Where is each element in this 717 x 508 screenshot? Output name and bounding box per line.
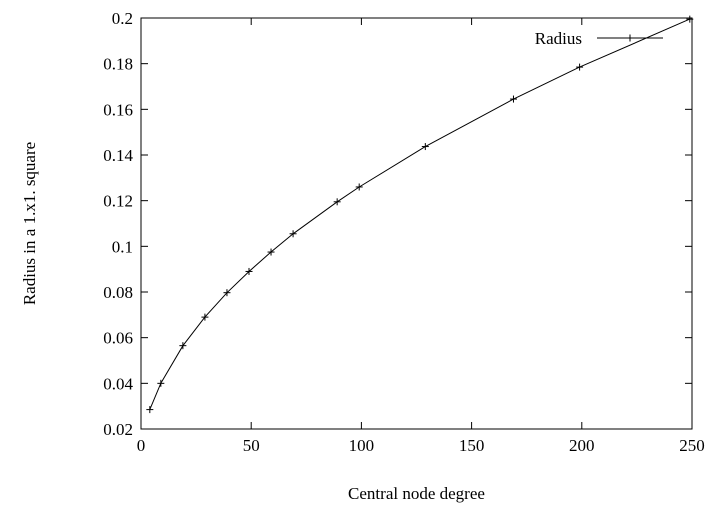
y-axis-title: Radius in a 1.x1. square — [20, 142, 39, 305]
y-tick-label: 0.06 — [103, 329, 133, 348]
data-point — [201, 313, 209, 321]
x-axis-title: Central node degree — [348, 484, 485, 503]
x-tick-label: 150 — [459, 436, 485, 455]
data-point — [333, 198, 341, 206]
y-tick-label: 0.2 — [112, 9, 133, 28]
plot-frame — [140, 17, 693, 430]
x-tick-label: 250 — [679, 436, 705, 455]
data-point — [267, 248, 275, 256]
y-tick-label: 0.14 — [103, 146, 133, 165]
y-tick-label: 0.16 — [103, 100, 133, 119]
y-tick-label: 0.18 — [103, 55, 133, 74]
data-point — [355, 183, 363, 191]
data-point — [179, 342, 187, 350]
tick-layer: 0 50 100 150 200 250 0.02 0.04 0.06 0.08 0.1 0.12 0.… — [103, 9, 705, 455]
series-line-radius — [149, 18, 690, 410]
x-tick-label: 200 — [569, 436, 595, 455]
x-tick-label: 100 — [349, 436, 375, 455]
series-layer — [146, 15, 694, 414]
data-point — [223, 289, 231, 297]
x-tick-label: 0 — [137, 436, 146, 455]
y-tick-label: 0.08 — [103, 283, 133, 302]
data-point — [289, 230, 297, 238]
y-tick-label: 0.12 — [103, 192, 133, 211]
data-point — [509, 95, 517, 103]
y-tick-label: 0.1 — [112, 237, 133, 256]
legend-label-radius: Radius — [535, 29, 582, 48]
y-tick-label: 0.04 — [103, 374, 133, 393]
y-tick-label: 0.02 — [103, 420, 133, 439]
data-point — [245, 267, 253, 275]
legend: Radius — [535, 29, 663, 48]
data-point — [157, 379, 165, 387]
data-point — [576, 63, 584, 71]
legend-marker-radius — [626, 34, 634, 42]
data-point — [146, 406, 154, 414]
x-tick-label: 50 — [243, 436, 260, 455]
data-point — [421, 143, 429, 151]
